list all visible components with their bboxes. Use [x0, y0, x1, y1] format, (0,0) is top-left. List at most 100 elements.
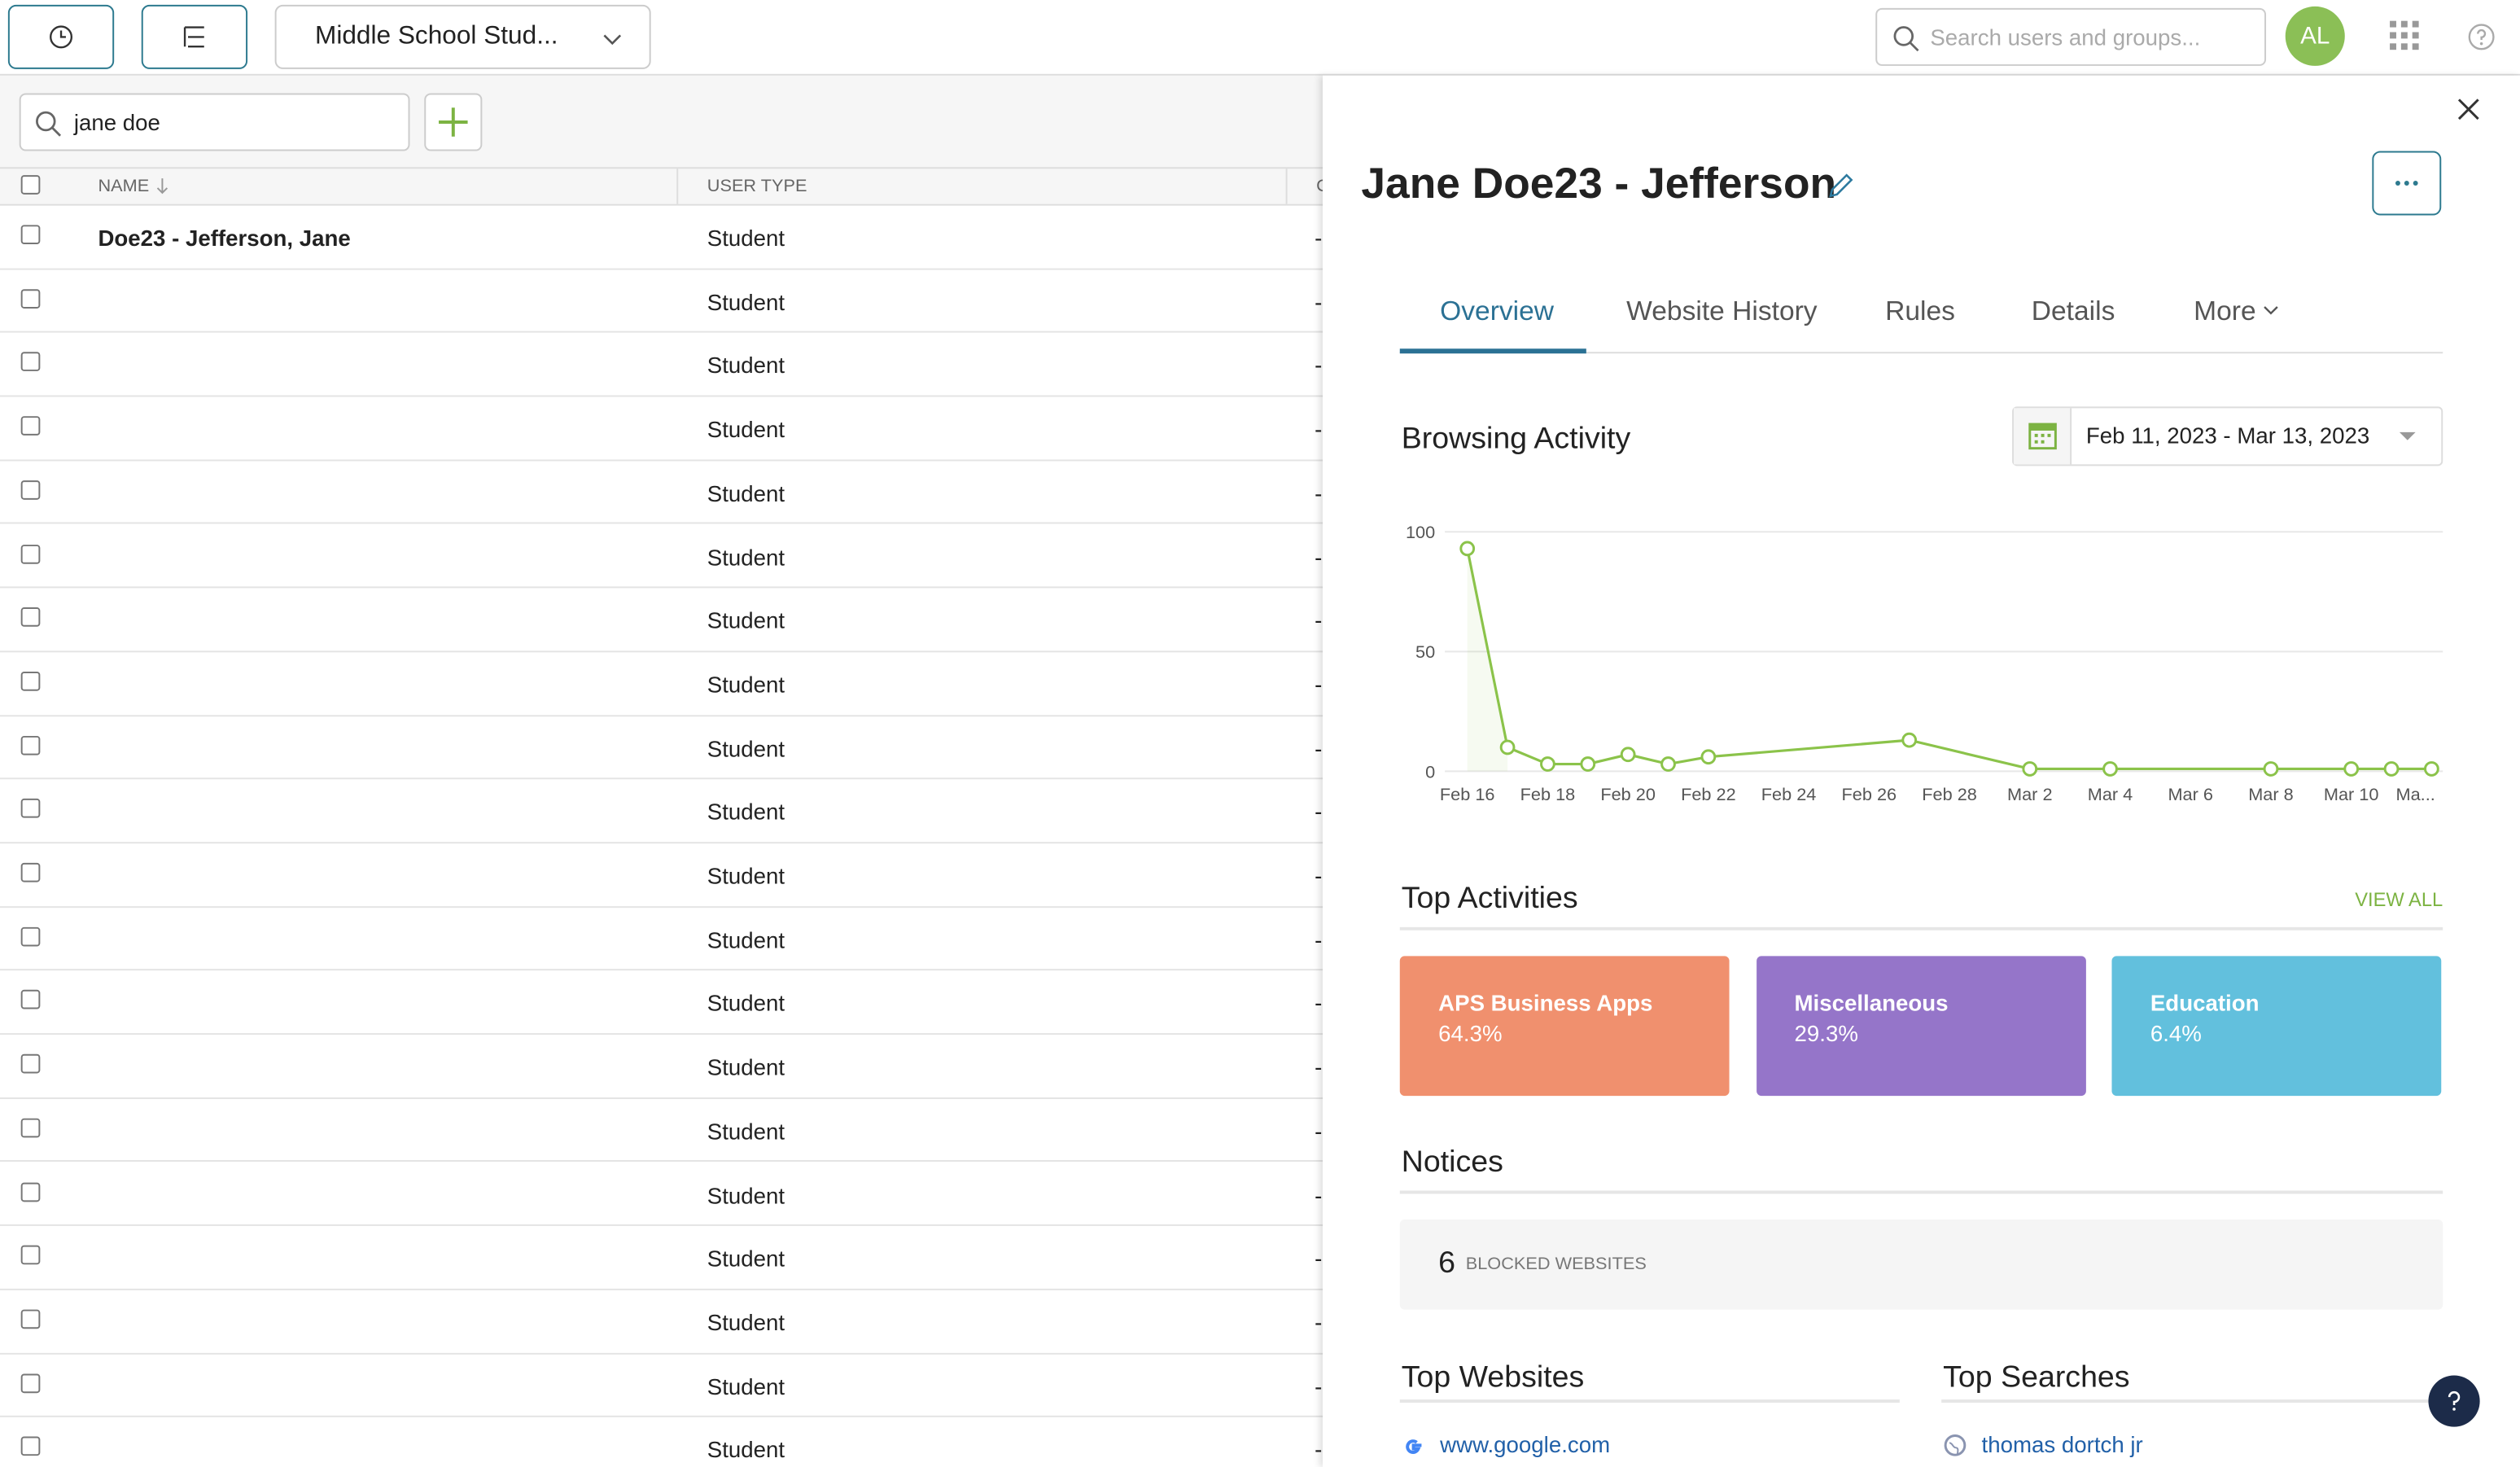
notice-label: BLOCKED WEBSITES	[1465, 1255, 1647, 1275]
checkbox	[20, 926, 41, 946]
apps-icon[interactable]	[2388, 20, 2420, 51]
avatar[interactable]: AL	[2285, 6, 2345, 66]
tab[interactable]: Details	[2031, 296, 2115, 326]
tab[interactable]: Rules	[1885, 296, 1955, 326]
activity-name: Education	[2150, 989, 2260, 1016]
table-row[interactable]: Student -	[0, 843, 1323, 908]
activity-card[interactable]: APS Business Apps 64.3%	[1399, 956, 1730, 1097]
user-type: Student	[707, 225, 785, 251]
table-row[interactable]: Student -	[0, 1226, 1323, 1290]
table-row[interactable]: Student -	[0, 524, 1323, 589]
table-row[interactable]: Student -	[0, 397, 1323, 462]
checkbox	[20, 353, 41, 372]
point	[2263, 761, 2279, 777]
cell: -	[1315, 735, 1323, 761]
cell: -	[1315, 225, 1323, 251]
caret	[2399, 431, 2416, 440]
checkbox	[20, 1118, 41, 1137]
rule	[1399, 926, 2443, 931]
view-all[interactable]: VIEW ALL	[2355, 888, 2443, 912]
x-tick-label: Feb 26	[1842, 784, 1897, 804]
tab[interactable]: Overview	[1440, 296, 1555, 326]
cell: -	[1315, 544, 1323, 570]
x-tick-label: Mar 6	[2168, 784, 2212, 804]
tab[interactable]: More	[2194, 296, 2256, 326]
table-row[interactable]: Student -	[0, 1417, 1323, 1467]
tree-button[interactable]	[141, 4, 248, 69]
y-tick-label: 0	[1425, 761, 1435, 782]
cell: -	[1315, 1373, 1323, 1399]
activity-name: Miscellaneous	[1794, 989, 1949, 1016]
table-row[interactable]: Doe23 - Jefferson, Jane Student -	[0, 206, 1323, 269]
global-search[interactable]: Search users and groups...	[1875, 7, 2267, 66]
x-tick-label: Mar 8	[2248, 784, 2293, 804]
cell: -	[1315, 1309, 1323, 1335]
activity-name: APS Business Apps	[1438, 989, 1653, 1016]
help-icon[interactable]	[2467, 23, 2496, 52]
date-picker[interactable]: Feb 11, 2023 - Mar 13, 2023	[2012, 406, 2443, 466]
checkbox	[20, 1181, 41, 1202]
group-select[interactable]: Middle School Stud...	[274, 4, 651, 69]
icon	[183, 26, 204, 48]
detail-panel: Jane Doe23 - Jefferson Overview Website …	[1323, 75, 2520, 1467]
tab[interactable]: Website History	[1626, 296, 1818, 326]
point	[2383, 761, 2400, 777]
table-row[interactable]: Student -	[0, 269, 1323, 334]
user-type: Student	[707, 288, 785, 315]
point	[2424, 761, 2439, 777]
google-icon	[1406, 1439, 1422, 1454]
user-type: Student	[707, 735, 785, 761]
table-row[interactable]: Student -	[0, 652, 1323, 716]
checkbox	[20, 735, 41, 755]
date-range: Feb 11, 2023 - Mar 13, 2023	[2085, 423, 2370, 449]
section-title: Top Searches	[1943, 1360, 2130, 1395]
table-row[interactable]: Student -	[0, 971, 1323, 1036]
table-row[interactable]: Student -	[0, 716, 1323, 780]
x-tick-label: Feb 16	[1440, 784, 1495, 804]
cell: -	[1315, 416, 1323, 442]
table-body: Doe23 - Jefferson, Jane Student - Student - S…	[0, 205, 1323, 1467]
column-header[interactable]: NAME	[98, 177, 150, 196]
user-search[interactable]: jane doe	[19, 93, 410, 151]
table-row[interactable]: Student -	[0, 1099, 1323, 1163]
table-row[interactable]: Student -	[0, 1163, 1323, 1227]
table-row[interactable]: Student -	[0, 780, 1323, 844]
website-link[interactable]: www.google.com	[1440, 1431, 1611, 1458]
history-button[interactable]	[7, 4, 115, 69]
activity-card[interactable]: Education 6.4%	[2111, 956, 2442, 1097]
user-type: Student	[707, 1245, 785, 1272]
more-actions[interactable]	[2372, 151, 2442, 216]
point	[1660, 756, 1676, 772]
search-icon	[1893, 26, 1919, 52]
table-row[interactable]: Student -	[0, 1035, 1323, 1099]
table-row[interactable]: Student -	[0, 1290, 1323, 1355]
table-row[interactable]: Student -	[0, 333, 1323, 397]
help-mark	[2448, 1390, 2461, 1411]
cell: -	[1315, 926, 1323, 952]
y-tick-label: 50	[1415, 642, 1435, 662]
user-type: Student	[707, 480, 785, 506]
activity-card[interactable]: Miscellaneous 29.3%	[1756, 956, 2085, 1097]
checkbox[interactable]	[20, 175, 41, 195]
column-header[interactable]: USER TYPE	[707, 177, 807, 196]
point	[1580, 756, 1596, 772]
calendar-icon	[2028, 423, 2057, 450]
section-title: Top Websites	[1401, 1360, 1585, 1395]
add-button[interactable]	[424, 93, 483, 151]
table-row[interactable]: Student -	[0, 461, 1323, 525]
close-button[interactable]	[2456, 96, 2482, 122]
cell: -	[1315, 1053, 1323, 1080]
table-row[interactable]: Student -	[0, 1354, 1323, 1418]
table-row[interactable]: Student -	[0, 908, 1323, 971]
table-row[interactable]: Student -	[0, 589, 1323, 653]
edit-icon[interactable]	[1826, 169, 1857, 200]
rule	[1941, 1399, 2443, 1404]
cell: -	[1315, 671, 1323, 698]
point	[1901, 732, 1918, 748]
plus-icon	[439, 107, 468, 137]
checkbox	[20, 607, 41, 628]
search-link[interactable]: thomas dortch jr	[1981, 1431, 2143, 1458]
checkbox	[20, 1373, 41, 1393]
x-tick-label: Feb 20	[1600, 784, 1656, 804]
dots	[2395, 181, 2418, 186]
